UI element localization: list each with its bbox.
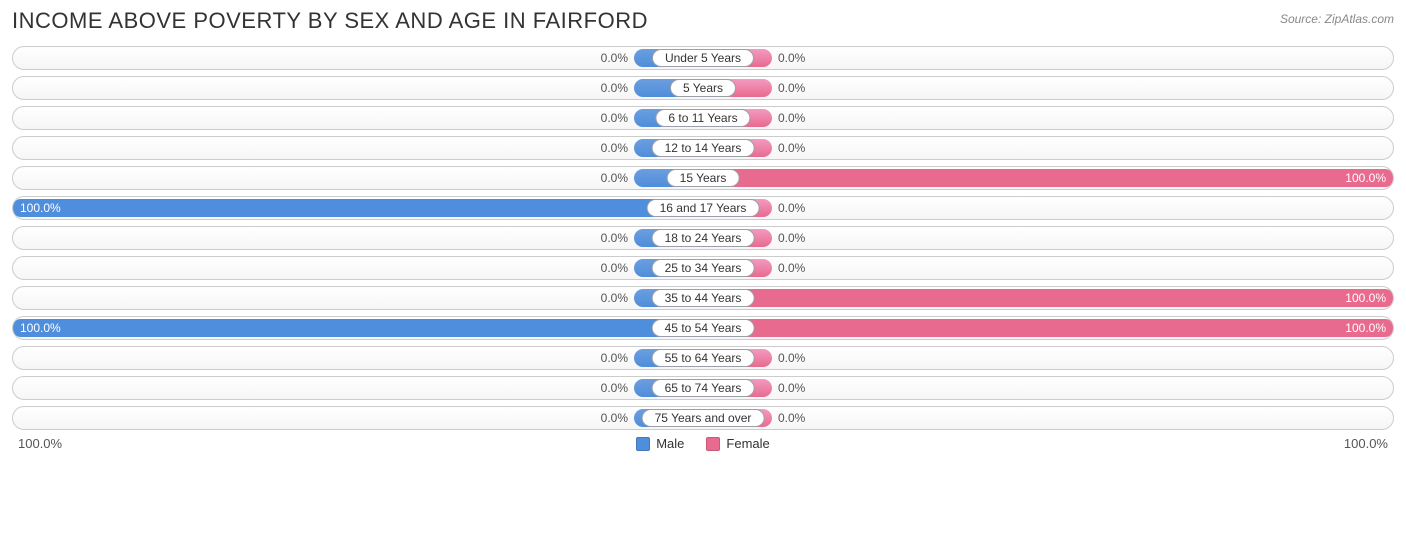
header: INCOME ABOVE POVERTY BY SEX AND AGE IN F… [12, 8, 1394, 34]
male-value: 0.0% [601, 107, 628, 129]
female-value: 0.0% [778, 407, 805, 429]
chart-row: 0.0% 0.0% 25 to 34 Years [12, 256, 1394, 280]
row-label: 16 and 17 Years [647, 199, 760, 217]
legend: Male Female [636, 436, 770, 451]
legend-swatch-female [706, 437, 720, 451]
chart-title: INCOME ABOVE POVERTY BY SEX AND AGE IN F… [12, 8, 648, 34]
male-value: 0.0% [601, 257, 628, 279]
row-label: 12 to 14 Years [652, 139, 755, 157]
row-label: 45 to 54 Years [652, 319, 755, 337]
female-bar: 100.0% [703, 319, 1394, 337]
female-value: 100.0% [1345, 171, 1386, 185]
male-bar: 100.0% [12, 199, 703, 217]
chart-row: 0.0% 100.0% 15 Years [12, 166, 1394, 190]
male-value: 0.0% [601, 407, 628, 429]
row-label: 5 Years [670, 79, 736, 97]
chart-row: 0.0% 0.0% Under 5 Years [12, 46, 1394, 70]
chart-row: 100.0% 0.0% 16 and 17 Years [12, 196, 1394, 220]
chart-row: 0.0% 0.0% 12 to 14 Years [12, 136, 1394, 160]
chart-row: 0.0% 0.0% 5 Years [12, 76, 1394, 100]
chart-row: 0.0% 0.0% 6 to 11 Years [12, 106, 1394, 130]
male-value: 0.0% [601, 47, 628, 69]
male-value: 0.0% [601, 377, 628, 399]
chart-row: 100.0% 100.0% 45 to 54 Years [12, 316, 1394, 340]
chart-row: 0.0% 0.0% 65 to 74 Years [12, 376, 1394, 400]
female-value: 0.0% [778, 197, 805, 219]
male-value: 0.0% [601, 227, 628, 249]
male-value: 100.0% [20, 201, 61, 215]
female-value: 0.0% [778, 47, 805, 69]
row-label: 75 Years and over [642, 409, 765, 427]
row-label: 18 to 24 Years [652, 229, 755, 247]
female-value: 0.0% [778, 77, 805, 99]
legend-swatch-male [636, 437, 650, 451]
legend-item-male: Male [636, 436, 684, 451]
female-value: 0.0% [778, 107, 805, 129]
female-value: 0.0% [778, 227, 805, 249]
female-bar: 100.0% [703, 289, 1394, 307]
chart-row: 0.0% 0.0% 18 to 24 Years [12, 226, 1394, 250]
row-label: 65 to 74 Years [652, 379, 755, 397]
chart-container: INCOME ABOVE POVERTY BY SEX AND AGE IN F… [0, 0, 1406, 459]
legend-label-female: Female [726, 436, 769, 451]
male-value: 0.0% [601, 137, 628, 159]
row-label: Under 5 Years [652, 49, 754, 67]
chart-row: 0.0% 0.0% 75 Years and over [12, 406, 1394, 430]
legend-item-female: Female [706, 436, 769, 451]
female-value: 0.0% [778, 347, 805, 369]
axis-right-end-label: 100.0% [1344, 436, 1388, 451]
footer: 100.0% Male Female 100.0% [12, 436, 1394, 451]
row-label: 25 to 34 Years [652, 259, 755, 277]
row-label: 35 to 44 Years [652, 289, 755, 307]
male-value: 0.0% [601, 287, 628, 309]
female-value: 100.0% [1345, 321, 1386, 335]
female-value: 0.0% [778, 137, 805, 159]
female-bar: 100.0% [703, 169, 1394, 187]
source-attribution: Source: ZipAtlas.com [1280, 8, 1394, 26]
row-label: 55 to 64 Years [652, 349, 755, 367]
female-value: 0.0% [778, 257, 805, 279]
row-label: 6 to 11 Years [655, 109, 750, 127]
male-value: 0.0% [601, 167, 628, 189]
male-value: 0.0% [601, 77, 628, 99]
male-value: 100.0% [20, 321, 61, 335]
chart-row: 0.0% 0.0% 55 to 64 Years [12, 346, 1394, 370]
male-value: 0.0% [601, 347, 628, 369]
female-value: 100.0% [1345, 291, 1386, 305]
male-bar: 100.0% [12, 319, 703, 337]
axis-left-end-label: 100.0% [18, 436, 62, 451]
female-value: 0.0% [778, 377, 805, 399]
chart-area: 0.0%0.0%Under 5 Years0.0%0.0%5 Years0.0%… [12, 46, 1394, 430]
chart-row: 0.0% 100.0% 35 to 44 Years [12, 286, 1394, 310]
row-label: 15 Years [667, 169, 740, 187]
legend-label-male: Male [656, 436, 684, 451]
